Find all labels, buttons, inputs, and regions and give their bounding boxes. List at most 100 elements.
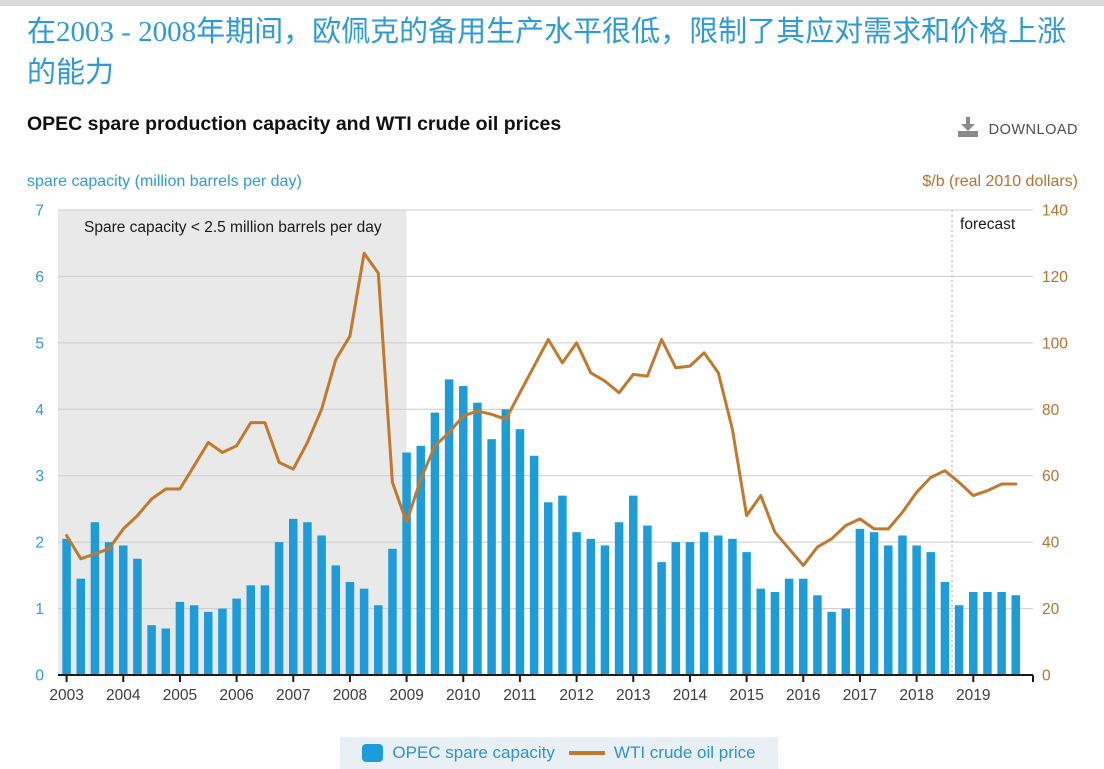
bar-spare-capacity[interactable] [501,409,511,675]
left-axis-tick-label: 7 [35,203,44,220]
bar-spare-capacity[interactable] [1011,595,1021,675]
left-axis-title: spare capacity (million barrels per day) [27,173,302,190]
bar-spare-capacity[interactable] [104,542,114,675]
bar-spare-capacity[interactable] [345,582,355,675]
x-tick-label: 2009 [389,687,423,704]
bar-spare-capacity[interactable] [289,518,298,675]
x-tick-label: 2010 [446,687,481,704]
line-wti-price[interactable] [65,251,1018,567]
chart-plot-area: 2003 2004 2005 2006 2007 2008 2009 2010 2011 2012… [35,203,1068,705]
bar-spare-capacity[interactable] [827,611,836,675]
x-tick-label: 2016 [786,687,820,704]
bar-spare-capacity[interactable] [714,535,723,676]
bar-spare-capacity[interactable] [742,552,751,675]
right-axis-tick-label: 120 [1042,269,1068,286]
bar-spare-capacity[interactable] [884,545,893,675]
bar-spare-capacity[interactable] [969,591,978,675]
bar-spare-capacity[interactable] [430,412,440,675]
x-tick-label: 2015 [729,687,763,704]
bar-spare-capacity[interactable] [317,535,326,676]
bar-spare-capacity[interactable] [359,588,369,675]
download-button[interactable]: DOWNLOAD [957,117,1078,143]
bar-spare-capacity[interactable] [133,558,142,675]
bar-spare-capacity[interactable] [515,429,525,675]
bar-spare-capacity[interactable] [643,525,652,675]
bar-spare-capacity[interactable] [544,502,553,675]
bar-spare-capacity[interactable] [657,562,666,675]
bar-spare-capacity[interactable] [671,542,681,675]
legend-item-wti-price[interactable]: WTI crude oil price [568,743,756,763]
bar-spare-capacity[interactable] [912,545,921,675]
bar-spare-capacity[interactable] [841,608,851,675]
x-tick-label: 2018 [899,687,933,704]
left-axis-tick-label: 2 [35,535,44,552]
legend-label: WTI crude oil price [613,743,756,762]
bar-spare-capacity[interactable] [940,582,950,675]
right-axis-tick-label: 60 [1042,468,1060,485]
right-axis-tick-label: 80 [1042,402,1060,419]
bar-spare-capacity[interactable] [699,532,709,675]
bar-spare-capacity[interactable] [459,386,468,675]
bar-spare-capacity[interactable] [232,598,241,675]
bar-spare-capacity[interactable] [444,379,454,675]
bar-spare-capacity[interactable] [997,591,1006,675]
left-axis-tick-label: 1 [35,601,44,618]
bar-spare-capacity[interactable] [147,625,156,675]
x-tick-label: 2012 [559,687,593,704]
bar-spare-capacity[interactable] [685,542,695,675]
bar-spare-capacity[interactable] [784,578,794,675]
bar-spare-capacity[interactable] [76,578,86,675]
bar-spare-capacity[interactable] [90,522,100,675]
bar-spare-capacity[interactable] [161,628,171,676]
bar-spare-capacity[interactable] [374,605,383,675]
bar-spare-capacity[interactable] [62,538,71,675]
bar-spare-capacity[interactable] [954,605,964,675]
legend-item-spare-capacity[interactable]: OPEC spare capacity [362,743,555,763]
x-tick-label: 2013 [616,687,650,704]
bar-spare-capacity[interactable] [246,585,256,675]
bar-spare-capacity[interactable] [119,545,128,675]
chart-legend: OPEC spare capacity WTI crude oil price [340,737,778,769]
bar-spare-capacity[interactable] [799,578,808,675]
bar-spare-capacity[interactable] [558,495,567,675]
left-axis-tick-label: 6 [35,269,44,286]
left-axis-tick-label: 5 [35,335,44,352]
right-axis-tick-label: 140 [1042,203,1068,220]
bar-spare-capacity[interactable] [274,542,284,675]
bar-spare-capacity[interactable] [416,445,426,675]
bar-spare-capacity[interactable] [204,611,213,675]
bar-spare-capacity[interactable] [586,538,596,675]
bar-spare-capacity[interactable] [869,532,879,675]
bar-spare-capacity[interactable] [855,528,865,675]
x-tick-label: 2019 [956,687,990,704]
chart-title: OPEC spare production capacity and WTI c… [27,113,562,135]
bar-spare-capacity[interactable] [189,605,199,675]
bar-spare-capacity[interactable] [218,608,227,675]
forecast-label: forecast [960,216,1016,233]
bar-spare-capacity[interactable] [728,538,737,675]
top-strip [0,0,1104,6]
bar-spare-capacity[interactable] [487,439,496,675]
bar-spare-capacity[interactable] [331,565,341,675]
left-axis-tick-label: 3 [35,468,44,485]
right-axis-tick-label: 20 [1042,601,1060,618]
bar-spare-capacity[interactable] [813,595,822,675]
bar-spare-capacity[interactable] [629,495,638,675]
bar-spare-capacity[interactable] [402,452,411,675]
bar-spare-capacity[interactable] [572,532,581,675]
bar-spare-capacity[interactable] [926,552,936,675]
bar-spare-capacity[interactable] [614,522,624,675]
bar-spare-capacity[interactable] [898,535,907,676]
bar-spare-capacity[interactable] [529,455,539,675]
bar-spare-capacity[interactable] [388,548,397,675]
x-tick-label: 2003 [49,687,83,704]
bar-spare-capacity[interactable] [983,591,992,675]
bar-spare-capacity[interactable] [600,545,610,675]
bar-spare-capacity[interactable] [303,522,312,675]
bar-spare-capacity[interactable] [175,601,185,675]
x-tick-label: 2005 [163,687,197,704]
bar-spare-capacity[interactable] [756,588,766,675]
bar-spare-capacity[interactable] [770,591,780,675]
bar-spare-capacity[interactable] [260,585,270,675]
bar-spare-capacity[interactable] [473,402,482,675]
